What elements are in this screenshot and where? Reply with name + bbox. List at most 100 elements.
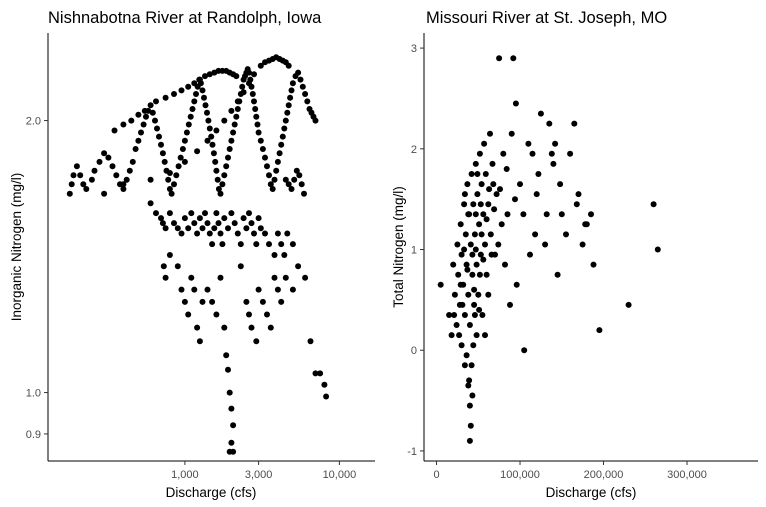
data-point bbox=[211, 225, 218, 232]
data-point bbox=[225, 366, 231, 373]
data-point bbox=[162, 225, 169, 232]
data-point bbox=[202, 73, 208, 80]
data-point bbox=[527, 251, 533, 258]
data-point bbox=[480, 211, 487, 218]
data-point bbox=[257, 137, 264, 144]
data-point bbox=[464, 266, 471, 273]
data-point bbox=[246, 311, 252, 318]
data-point bbox=[243, 225, 250, 232]
data-point bbox=[471, 312, 478, 318]
data-point bbox=[487, 231, 494, 238]
data-point bbox=[147, 200, 154, 207]
data-point bbox=[476, 306, 483, 313]
data-point bbox=[221, 324, 228, 331]
data-point bbox=[558, 211, 565, 218]
data-point bbox=[575, 191, 582, 198]
data-point bbox=[204, 286, 211, 293]
data-point bbox=[174, 225, 181, 232]
data-point bbox=[251, 230, 257, 237]
data-point bbox=[132, 146, 139, 152]
data-point bbox=[191, 286, 198, 293]
data-point bbox=[196, 338, 203, 345]
data-point bbox=[228, 210, 235, 217]
data-point bbox=[463, 352, 470, 359]
data-point bbox=[285, 62, 292, 69]
data-point bbox=[446, 312, 453, 318]
data-point bbox=[274, 230, 281, 237]
data-point bbox=[191, 80, 198, 87]
data-point bbox=[262, 230, 268, 237]
data-point bbox=[138, 129, 144, 136]
data-point bbox=[185, 225, 192, 232]
data-point bbox=[299, 83, 306, 90]
data-point bbox=[178, 286, 185, 293]
data-point bbox=[140, 121, 147, 128]
data-point bbox=[301, 190, 307, 197]
y-tick-label-left: 0.9 bbox=[26, 429, 41, 441]
data-point bbox=[183, 129, 190, 136]
data-point bbox=[233, 73, 240, 80]
data-point bbox=[508, 130, 515, 137]
data-point bbox=[485, 291, 492, 298]
data-point bbox=[219, 241, 226, 248]
data-point bbox=[477, 201, 484, 208]
data-point bbox=[293, 167, 300, 174]
data-point bbox=[113, 172, 120, 179]
data-point bbox=[166, 186, 173, 192]
data-point bbox=[257, 225, 264, 232]
data-point bbox=[307, 338, 314, 345]
data-point bbox=[206, 125, 213, 132]
data-point bbox=[205, 117, 212, 124]
data-point bbox=[490, 181, 497, 188]
data-point bbox=[177, 154, 184, 161]
x-tick-label-left: 10,000 bbox=[323, 469, 357, 481]
data-point bbox=[171, 220, 177, 227]
data-point bbox=[243, 298, 250, 305]
data-point bbox=[493, 191, 500, 198]
data-point bbox=[456, 332, 463, 339]
data-point bbox=[288, 186, 295, 192]
data-point bbox=[109, 163, 116, 170]
data-point bbox=[252, 106, 259, 112]
data-point bbox=[489, 160, 496, 167]
data-point bbox=[128, 117, 135, 124]
data-point bbox=[317, 370, 324, 377]
data-point bbox=[239, 83, 246, 90]
data-point bbox=[162, 274, 169, 281]
data-point bbox=[625, 301, 632, 308]
data-point bbox=[495, 241, 502, 248]
data-point bbox=[504, 211, 511, 218]
data-point bbox=[185, 121, 192, 128]
data-point bbox=[237, 241, 244, 248]
data-point bbox=[228, 405, 235, 412]
data-point bbox=[147, 102, 154, 109]
data-point bbox=[567, 150, 574, 157]
data-point bbox=[481, 140, 488, 147]
data-point bbox=[468, 171, 475, 177]
data-point bbox=[483, 271, 490, 278]
data-point bbox=[476, 221, 483, 228]
data-point bbox=[253, 113, 260, 120]
data-point bbox=[153, 98, 159, 105]
data-point bbox=[152, 117, 158, 124]
panel-left: Nishnabotna River at Randolph, Iowa 1,00… bbox=[9, 9, 375, 500]
data-point bbox=[473, 261, 480, 268]
data-point bbox=[101, 190, 108, 197]
data-point bbox=[457, 281, 464, 288]
data-point bbox=[579, 241, 586, 248]
data-point bbox=[458, 342, 465, 349]
data-point bbox=[500, 150, 507, 157]
data-point bbox=[264, 311, 270, 318]
data-point bbox=[517, 181, 523, 188]
data-point bbox=[474, 191, 481, 198]
data-point bbox=[312, 117, 319, 124]
data-point bbox=[194, 230, 201, 237]
data-point bbox=[465, 291, 472, 298]
data-point bbox=[83, 186, 90, 192]
data-point bbox=[563, 231, 569, 238]
data-point bbox=[483, 216, 490, 223]
data-point bbox=[189, 106, 196, 112]
data-point bbox=[498, 221, 505, 228]
data-point bbox=[141, 107, 148, 114]
data-point bbox=[202, 210, 208, 217]
